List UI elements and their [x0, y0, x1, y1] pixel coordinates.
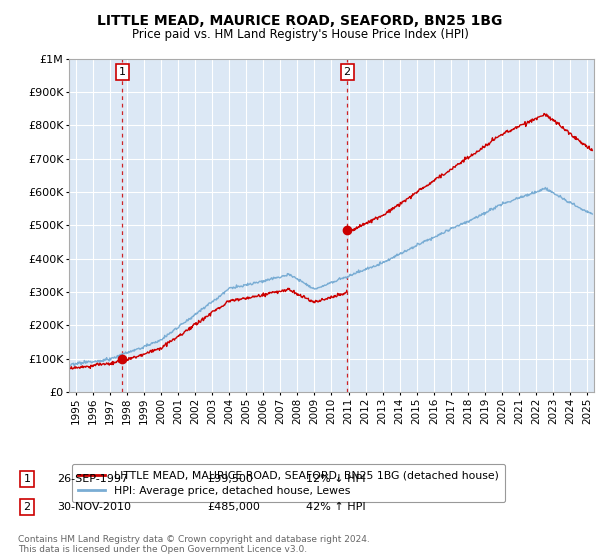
Text: LITTLE MEAD, MAURICE ROAD, SEAFORD, BN25 1BG: LITTLE MEAD, MAURICE ROAD, SEAFORD, BN25…: [97, 14, 503, 28]
Text: 2: 2: [23, 502, 31, 512]
Text: £485,000: £485,000: [207, 502, 260, 512]
Text: 2: 2: [344, 67, 351, 77]
Text: £99,500: £99,500: [207, 474, 253, 484]
Text: 12% ↓ HPI: 12% ↓ HPI: [306, 474, 365, 484]
Text: 1: 1: [23, 474, 31, 484]
Text: Contains HM Land Registry data © Crown copyright and database right 2024.
This d: Contains HM Land Registry data © Crown c…: [18, 535, 370, 554]
Text: 42% ↑ HPI: 42% ↑ HPI: [306, 502, 365, 512]
Text: 30-NOV-2010: 30-NOV-2010: [57, 502, 131, 512]
Text: 1: 1: [119, 67, 126, 77]
Text: Price paid vs. HM Land Registry's House Price Index (HPI): Price paid vs. HM Land Registry's House …: [131, 28, 469, 41]
Legend: LITTLE MEAD, MAURICE ROAD, SEAFORD, BN25 1BG (detached house), HPI: Average pric: LITTLE MEAD, MAURICE ROAD, SEAFORD, BN25…: [72, 464, 505, 502]
Text: 26-SEP-1997: 26-SEP-1997: [57, 474, 128, 484]
